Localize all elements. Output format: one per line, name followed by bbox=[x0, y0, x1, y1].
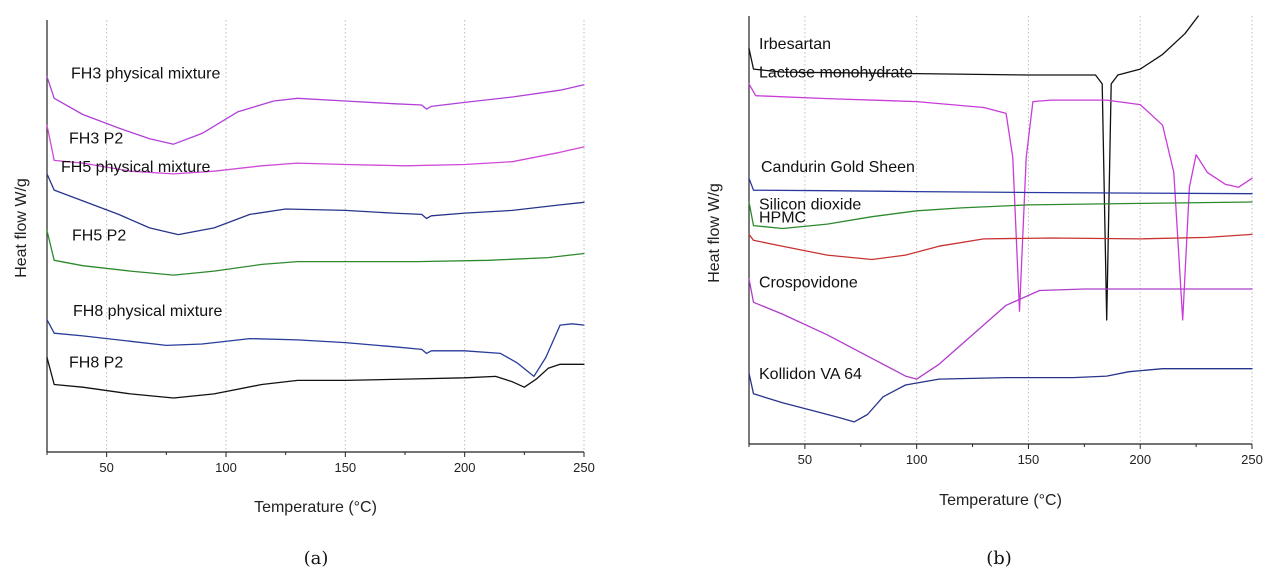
series-line-fh5-physical-mixture bbox=[46, 173, 585, 236]
series-label-hpmc: HPMC bbox=[759, 209, 806, 226]
y-axis-title: Heat flow W/g bbox=[706, 183, 723, 283]
series-line-crospovidone bbox=[748, 278, 1253, 380]
x-axis-title: Temperature (°C) bbox=[939, 492, 1062, 509]
x-tick-label-100: 100 bbox=[906, 452, 928, 467]
series-label-fh8-p2: FH8 P2 bbox=[69, 355, 123, 372]
series-label-silicon-dioxide: Silicon dioxide bbox=[759, 197, 861, 214]
y-axis-title: Heat flow W/g bbox=[13, 178, 30, 278]
x-tick-label-150: 150 bbox=[1018, 452, 1040, 467]
x-tick-label-50: 50 bbox=[798, 452, 812, 467]
series-line-fh8-physical-mixture bbox=[46, 319, 585, 378]
series-label-irbesartan: Irbesartan bbox=[759, 36, 831, 53]
series-line-kollidon-va-64 bbox=[748, 368, 1253, 423]
series-label-fh3-physical-mixture: FH3 physical mixture bbox=[71, 65, 220, 82]
series-line-irbesartan bbox=[748, 15, 1199, 321]
series-label-candurin-gold-sheen: Candurin Gold Sheen bbox=[761, 159, 915, 176]
panel-label: (a) bbox=[304, 548, 329, 569]
x-tick-label-250: 250 bbox=[573, 460, 595, 475]
series-label-lactose-monohydrate: Lactose monohydrate bbox=[759, 65, 913, 82]
panel-label: (b) bbox=[986, 548, 1012, 569]
series-label-fh5-physical-mixture: FH5 physical mixture bbox=[61, 159, 210, 176]
series-line-hpmc bbox=[748, 233, 1253, 261]
series-line-silicon-dioxide bbox=[748, 201, 1253, 230]
panel-a: 50 100 150 200 250 Temperature (°C) Heat flow … bbox=[13, 20, 595, 569]
series-line-candurin-gold-sheen bbox=[748, 177, 1253, 195]
x-tick-label-100: 100 bbox=[215, 460, 237, 475]
x-tick-label-200: 200 bbox=[1129, 452, 1151, 467]
series-line-lactose-monohydrate bbox=[748, 83, 1253, 321]
series-label-fh3-p2: FH3 P2 bbox=[69, 130, 123, 147]
series-line-fh3-physical-mixture bbox=[46, 76, 585, 145]
series-line-fh3-p2 bbox=[46, 124, 585, 175]
x-tick-label-150: 150 bbox=[334, 460, 356, 475]
x-axis-title: Temperature (°C) bbox=[254, 499, 377, 516]
x-tick-label-250: 250 bbox=[1241, 452, 1263, 467]
panel-b: 50 100 150 200 250 Temperature (°C) Heat flow … bbox=[706, 15, 1263, 569]
series-label-crospovidone: Crospovidone bbox=[759, 274, 858, 291]
x-tick-label-50: 50 bbox=[99, 460, 113, 475]
series-label-fh5-p2: FH5 P2 bbox=[72, 227, 126, 244]
series-label-kollidon-va-64: Kollidon VA 64 bbox=[759, 366, 862, 383]
series-label-fh8-physical-mixture: FH8 physical mixture bbox=[73, 303, 222, 320]
x-tick-label-200: 200 bbox=[454, 460, 476, 475]
series-line-fh8-p2 bbox=[46, 356, 585, 399]
series-line-fh5-p2 bbox=[46, 229, 585, 276]
